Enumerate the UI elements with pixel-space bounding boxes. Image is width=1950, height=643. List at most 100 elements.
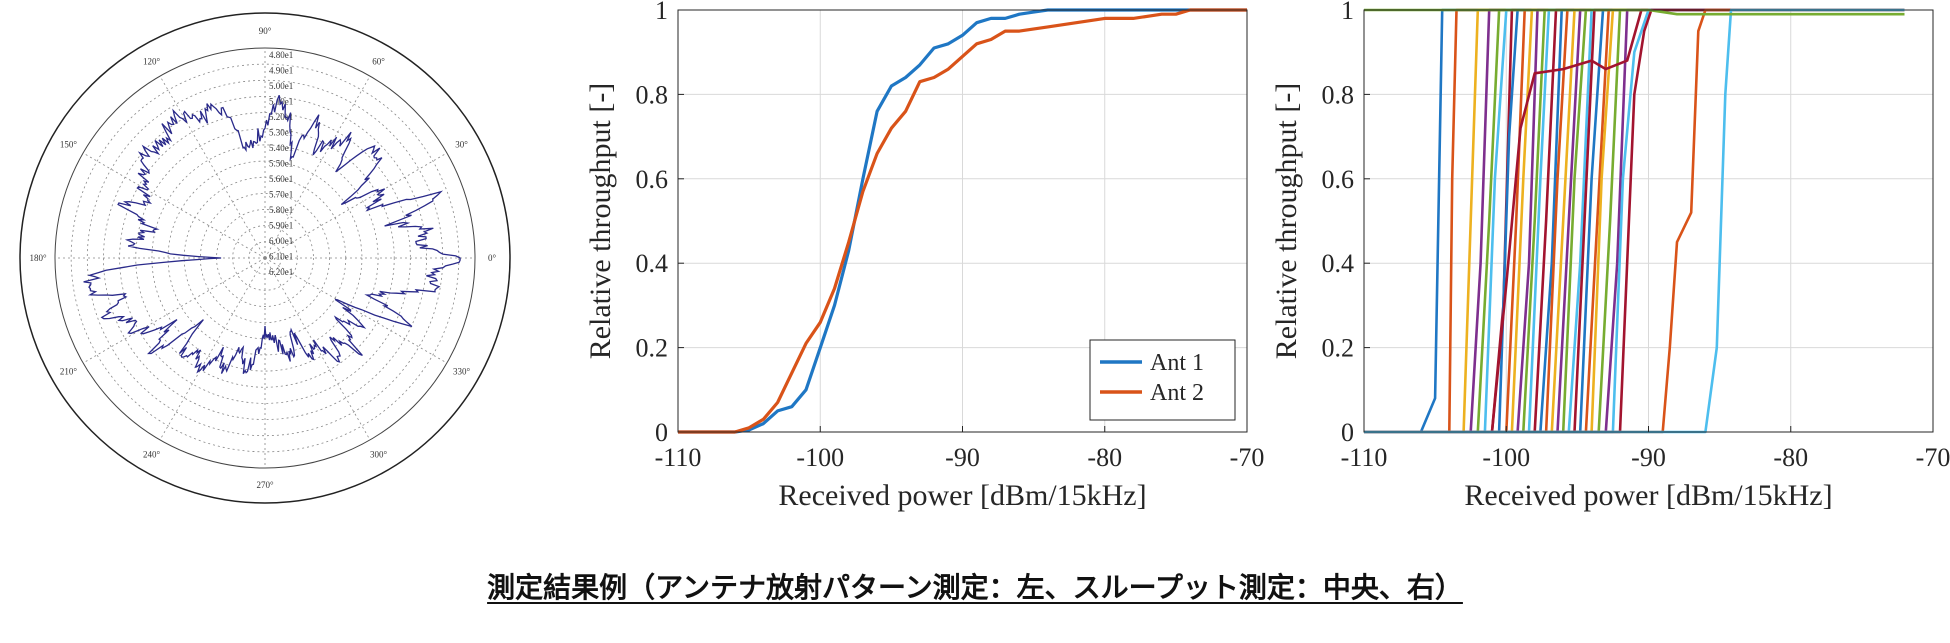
polar-chart: 0° 30° 60° 90° 120° 150° 180° 210° 240° 270° 300° 3… xyxy=(19,12,511,504)
series-line-3 xyxy=(1364,8,1905,434)
polar-angle-label: 0° xyxy=(488,253,497,263)
polar-grid-ring xyxy=(199,192,331,324)
series-line-15 xyxy=(1364,8,1905,434)
y-axis-label: Relative throughput [-] xyxy=(584,83,617,360)
y-tick-label: 0 xyxy=(655,418,668,447)
series-line-18 xyxy=(1364,8,1905,434)
series-line-ant-1 xyxy=(678,8,1247,434)
polar-angle-label: 330° xyxy=(453,367,471,377)
throughput-chart-multi: -110 -100 -90 -80 -70 0 0.2 0.4 0.6 0.8 1 Received … xyxy=(1270,0,1950,512)
y-tick-label: 0.2 xyxy=(636,334,669,363)
y-tick-label: 1 xyxy=(1341,0,1354,25)
series-line-28 xyxy=(1364,8,1905,434)
legend: Ant 1 Ant 2 xyxy=(1089,339,1236,421)
series-line-26 xyxy=(1364,8,1905,434)
x-tick-label: -80 xyxy=(1087,443,1122,472)
polar-grid-ring xyxy=(151,144,379,372)
caption-text: 測定結果例（アンテナ放射パターン測定：左、スループット測定：中央、右） xyxy=(487,571,1463,604)
series-line-4 xyxy=(1364,8,1905,434)
series-line-6 xyxy=(1364,8,1905,434)
polar-spoke xyxy=(264,257,448,364)
x-tick-label: -90 xyxy=(1631,443,1666,472)
series-line-11 xyxy=(1364,8,1905,434)
polar-angle-label: 240° xyxy=(143,450,161,460)
polar-radial-label: 5.50e1 xyxy=(269,159,293,169)
polar-radial-label: 5.30e1 xyxy=(269,128,293,138)
polar-grid-ring xyxy=(135,128,395,388)
x-tick-label: -110 xyxy=(655,443,702,472)
throughput-chart-antennas: -110 -100 -90 -80 -70 0 0.2 0.4 0.6 0.8 1 Received … xyxy=(584,0,1264,512)
series-line-2 xyxy=(1364,8,1905,434)
y-tick-label: 0.4 xyxy=(1322,249,1355,278)
series-line-14 xyxy=(1364,8,1905,434)
y-tick-label: 0.2 xyxy=(1322,334,1355,363)
series-line-10 xyxy=(1364,8,1905,434)
series-line-17 xyxy=(1364,8,1905,434)
series-line-13 xyxy=(1364,8,1905,434)
polar-radial-label: 5.70e1 xyxy=(269,190,293,200)
polar-radial-label: 5.00e1 xyxy=(269,81,293,91)
y-tick-label: 0.4 xyxy=(636,249,669,278)
series-line-31 xyxy=(1364,8,1905,434)
series-line-ant-2 xyxy=(678,8,1247,434)
polar-spoke xyxy=(159,257,266,441)
y-tick-label: 0.8 xyxy=(636,80,669,109)
x-tick-label: -80 xyxy=(1773,443,1808,472)
series-line-24 xyxy=(1364,8,1905,434)
polar-grid-ring xyxy=(216,209,314,307)
polar-radial-label: 5.10e1 xyxy=(269,97,293,107)
polar-radial-label: 6.10e1 xyxy=(269,252,293,262)
polar-spoke xyxy=(264,257,371,441)
polar-angle-label: 30° xyxy=(455,140,468,150)
series-line-30 xyxy=(1364,8,1905,434)
polar-angle-label: 180° xyxy=(29,253,47,263)
polar-radial-label: 4.90e1 xyxy=(269,66,293,76)
x-tick-label: -70 xyxy=(1916,443,1950,472)
legend-label-ant-2: Ant 2 xyxy=(1150,380,1204,406)
polar-radial-label: 5.20e1 xyxy=(269,112,293,122)
series-line-23 xyxy=(1364,8,1905,434)
polar-spoke xyxy=(264,75,371,259)
polar-angle-label: 90° xyxy=(259,26,272,36)
series-line-12 xyxy=(1364,8,1905,434)
series-line-22 xyxy=(1364,8,1905,434)
series-line-9 xyxy=(1364,8,1905,434)
polar-grid-ring xyxy=(86,79,444,437)
series-line-25 xyxy=(1364,8,1905,434)
x-tick-label: -110 xyxy=(1341,443,1388,472)
series-line-21 xyxy=(1364,8,1905,434)
polar-angle-label: 300° xyxy=(370,450,388,460)
series-line-27 xyxy=(1364,8,1905,434)
x-tick-label: -100 xyxy=(1482,443,1530,472)
polar-grid-ring xyxy=(232,225,298,291)
legend-box xyxy=(1089,339,1236,421)
x-axis-label: Received power [dBm/15kHz] xyxy=(778,479,1146,512)
series-line-20 xyxy=(1364,8,1905,434)
y-tick-label: 0.6 xyxy=(636,165,669,194)
y-tick-label: 0.6 xyxy=(1322,165,1355,194)
polar-spoke xyxy=(159,75,266,259)
polar-outer-ring xyxy=(19,12,511,504)
series-line-16 xyxy=(1364,8,1905,434)
polar-angle-label: 150° xyxy=(60,140,78,150)
y-tick-label: 0 xyxy=(1341,418,1354,447)
polar-radial-label: 5.60e1 xyxy=(269,174,293,184)
polar-angle-label: 210° xyxy=(60,367,78,377)
series-line-7 xyxy=(1364,8,1905,434)
polar-radial-label: 5.90e1 xyxy=(269,221,293,231)
polar-radial-label: 6.00e1 xyxy=(269,236,293,246)
polar-radial-label: 5.80e1 xyxy=(269,205,293,215)
polar-angle-label: 60° xyxy=(372,56,385,66)
polar-radial-label: 6.20e1 xyxy=(269,267,293,277)
polar-spoke xyxy=(82,152,266,259)
polar-spoke xyxy=(82,257,266,364)
polar-angle-label: 120° xyxy=(143,56,161,66)
x-tick-label: -90 xyxy=(945,443,980,472)
y-tick-label: 1 xyxy=(655,0,668,25)
x-axis-label: Received power [dBm/15kHz] xyxy=(1464,479,1832,512)
polar-pattern-trace xyxy=(83,94,461,375)
polar-radial-label: 4.80e1 xyxy=(269,50,293,60)
polar-radial-label: 5.40e1 xyxy=(269,143,293,153)
x-tick-label: -100 xyxy=(796,443,844,472)
